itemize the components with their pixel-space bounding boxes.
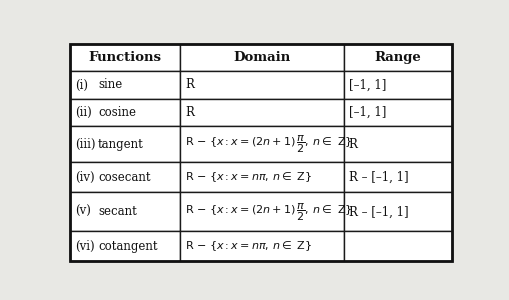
Text: (v): (v) xyxy=(75,205,91,218)
Text: (iii): (iii) xyxy=(75,138,95,151)
Text: sine: sine xyxy=(98,79,122,92)
Text: (vi): (vi) xyxy=(75,240,94,253)
Text: R: R xyxy=(349,138,358,151)
Text: [–1, 1]: [–1, 1] xyxy=(349,106,386,119)
Text: R – [–1, 1]: R – [–1, 1] xyxy=(349,205,408,218)
Bar xyxy=(344,126,452,162)
Text: R $-$ {$x : x = (2n +1)\,\dfrac{\pi}{2},\, n \in$ Z}: R $-$ {$x : x = (2n +1)\,\dfrac{\pi}{2},… xyxy=(185,134,352,155)
Bar xyxy=(70,126,180,162)
Bar xyxy=(180,44,344,71)
Bar xyxy=(70,44,180,71)
Bar xyxy=(344,192,452,231)
Bar xyxy=(344,99,452,126)
Text: R: R xyxy=(185,79,194,92)
Bar xyxy=(344,71,452,99)
Bar xyxy=(180,71,344,99)
Text: R $-$ {$x : x = n\pi,\, n \in$ Z}: R $-$ {$x : x = n\pi,\, n \in$ Z} xyxy=(185,170,312,184)
Bar xyxy=(180,162,344,192)
Bar xyxy=(70,99,180,126)
Text: tangent: tangent xyxy=(98,138,144,151)
Text: [–1, 1]: [–1, 1] xyxy=(349,79,386,92)
Text: R $-$ {$x : x = (2n +1)\,\dfrac{\pi}{2},\, n \in$ Z}: R $-$ {$x : x = (2n +1)\,\dfrac{\pi}{2},… xyxy=(185,201,352,223)
Bar xyxy=(180,231,344,261)
Text: (iv): (iv) xyxy=(75,171,94,184)
Bar xyxy=(70,231,180,261)
Bar xyxy=(180,192,344,231)
Text: cosecant: cosecant xyxy=(98,171,151,184)
Bar xyxy=(344,231,452,261)
Text: Range: Range xyxy=(375,51,421,64)
Text: R – [–1, 1]: R – [–1, 1] xyxy=(349,171,408,184)
Bar xyxy=(180,99,344,126)
Bar xyxy=(70,71,180,99)
Text: R $-$ {$x : x = n\pi,\, n \in$ Z}: R $-$ {$x : x = n\pi,\, n \in$ Z} xyxy=(185,239,312,253)
Text: Domain: Domain xyxy=(233,51,291,64)
Text: R: R xyxy=(185,106,194,119)
Text: cosine: cosine xyxy=(98,106,136,119)
Text: secant: secant xyxy=(98,205,137,218)
Text: (ii): (ii) xyxy=(75,106,92,119)
Bar xyxy=(180,126,344,162)
Bar xyxy=(70,192,180,231)
Text: (i): (i) xyxy=(75,79,88,92)
Bar xyxy=(344,44,452,71)
Bar xyxy=(344,162,452,192)
Text: cotangent: cotangent xyxy=(98,240,157,253)
Text: Functions: Functions xyxy=(88,51,161,64)
Bar xyxy=(70,162,180,192)
